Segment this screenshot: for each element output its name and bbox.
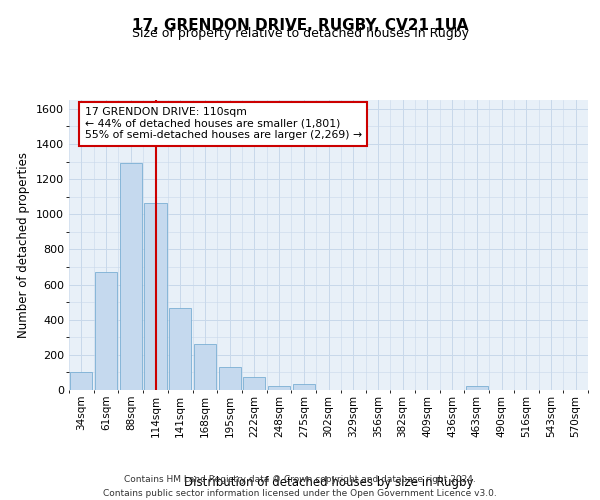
Bar [218, 367, 241, 390]
Text: 17, GRENDON DRIVE, RUGBY, CV21 1UA: 17, GRENDON DRIVE, RUGBY, CV21 1UA [132, 18, 468, 32]
Bar [466, 386, 488, 390]
X-axis label: Distribution of detached houses by size in Rugby: Distribution of detached houses by size … [184, 476, 473, 489]
Bar [194, 344, 216, 390]
Bar [268, 386, 290, 390]
Bar [145, 203, 167, 390]
Text: Contains HM Land Registry data © Crown copyright and database right 2024.
Contai: Contains HM Land Registry data © Crown c… [103, 476, 497, 498]
Bar [119, 164, 142, 390]
Bar [169, 308, 191, 390]
Text: Size of property relative to detached houses in Rugby: Size of property relative to detached ho… [131, 28, 469, 40]
Bar [70, 372, 92, 390]
Y-axis label: Number of detached properties: Number of detached properties [17, 152, 31, 338]
Bar [243, 377, 265, 390]
Text: 17 GRENDON DRIVE: 110sqm
← 44% of detached houses are smaller (1,801)
55% of sem: 17 GRENDON DRIVE: 110sqm ← 44% of detach… [85, 108, 362, 140]
Bar [293, 384, 315, 390]
Bar [95, 272, 117, 390]
